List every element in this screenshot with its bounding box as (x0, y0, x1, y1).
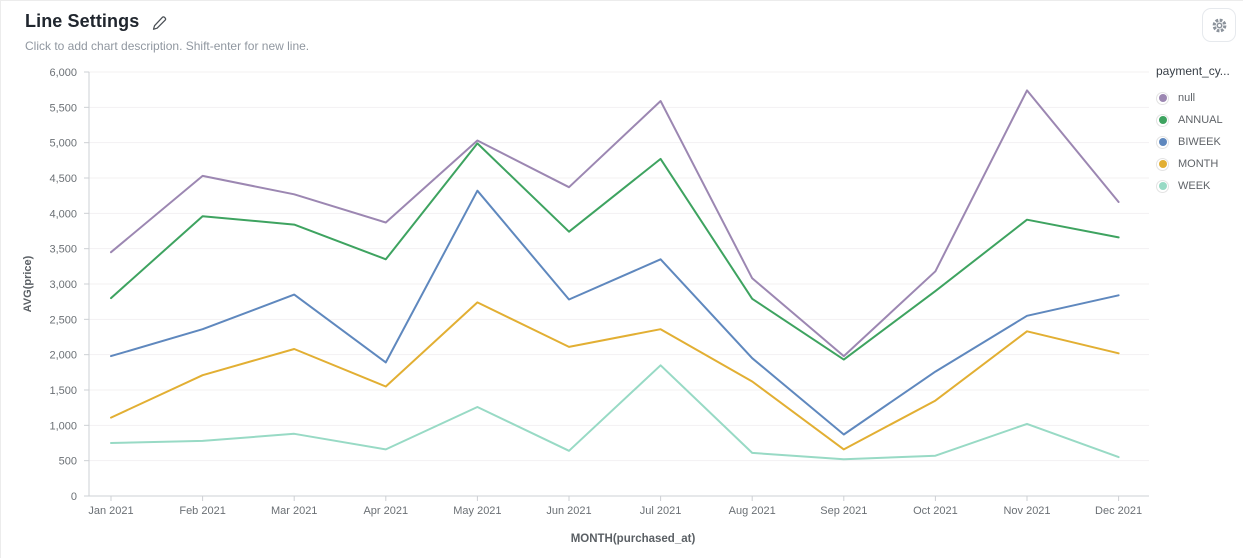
legend-item-biweek[interactable]: BIWEEK (1156, 131, 1242, 153)
chart-legend: payment_cy... null ANNUAL BIWEEK MONTH WEEK (1156, 64, 1242, 197)
chart-header: Line Settings Click to add chart descrip… (25, 11, 309, 53)
x-tick-label: Apr 2021 (363, 505, 408, 517)
y-tick-label: 2,500 (49, 314, 77, 326)
legend-label: null (1178, 92, 1196, 104)
y-tick-label: 4,000 (49, 208, 77, 220)
y-tick-label: 3,000 (49, 279, 77, 291)
settings-button[interactable] (1202, 8, 1236, 42)
series-lines (110, 89, 1120, 461)
series-line-month[interactable] (110, 301, 1120, 451)
y-tick-label: 2,000 (49, 350, 77, 362)
y-tick-label: 0 (71, 491, 77, 503)
y-axis-labels: 0 500 1,000 1,500 2,000 2,500 3,000 3,500 4,000 4… (49, 67, 77, 503)
chart-description-placeholder[interactable]: Click to add chart description. Shift-en… (25, 39, 310, 53)
x-tick-label: Nov 2021 (1003, 505, 1050, 517)
x-tick-label: Aug 2021 (729, 505, 776, 517)
x-tick-label: Sep 2021 (820, 505, 867, 517)
x-axis-labels: Jan 2021 Feb 2021 Mar 2021 Apr 2021 May 2021… (88, 505, 1142, 517)
gear-icon (1211, 17, 1228, 34)
legend-swatch (1156, 91, 1169, 105)
y-tick-label: 1,500 (49, 385, 77, 397)
pencil-icon[interactable] (151, 15, 167, 31)
legend-label: ANNUAL (1178, 114, 1223, 126)
y-tick-label: 5,500 (49, 102, 77, 114)
y-tick-label: 3,500 (49, 244, 77, 256)
x-tick-label: Jul 2021 (640, 505, 682, 517)
legend-label: BIWEEK (1178, 136, 1221, 148)
x-tick-label: Mar 2021 (271, 505, 317, 517)
x-axis-title: MONTH(purchased_at) (571, 533, 696, 545)
x-tick-label: Jan 2021 (88, 505, 133, 517)
legend-label: MONTH (1178, 158, 1219, 170)
legend-item-week[interactable]: WEEK (1156, 175, 1242, 197)
legend-item-month[interactable]: MONTH (1156, 153, 1242, 175)
x-tick-label: May 2021 (453, 505, 501, 517)
y-tick-label: 6,000 (49, 67, 77, 79)
axes (84, 71, 1149, 501)
legend-title: payment_cy... (1156, 64, 1230, 78)
chart-title[interactable]: Line Settings (25, 11, 140, 31)
x-tick-label: Oct 2021 (913, 505, 958, 517)
legend-swatch (1156, 135, 1169, 149)
series-line-week[interactable] (110, 364, 1120, 461)
x-tick-label: Feb 2021 (179, 505, 225, 517)
y-tick-label: 5,000 (49, 138, 77, 150)
y-tick-label: 4,500 (49, 173, 77, 185)
y-tick-label: 1,000 (49, 420, 77, 432)
legend-swatch (1156, 113, 1169, 127)
x-tick-label: Jun 2021 (546, 505, 591, 517)
series-line-null[interactable] (110, 89, 1120, 358)
x-tick-label: Dec 2021 (1095, 505, 1142, 517)
legend-swatch (1156, 157, 1169, 171)
y-tick-label: 500 (59, 456, 77, 468)
series-line-biweek[interactable] (110, 189, 1120, 436)
legend-label: WEEK (1178, 180, 1211, 192)
legend-items: null ANNUAL BIWEEK MONTH WEEK (1156, 87, 1242, 197)
legend-item-null[interactable]: null (1156, 87, 1242, 109)
legend-swatch (1156, 179, 1169, 193)
legend-item-annual[interactable]: ANNUAL (1156, 109, 1242, 131)
grid-lines (89, 71, 1149, 497)
y-axis-title: AVG(price) (22, 255, 34, 312)
series-line-annual[interactable] (110, 142, 1120, 361)
